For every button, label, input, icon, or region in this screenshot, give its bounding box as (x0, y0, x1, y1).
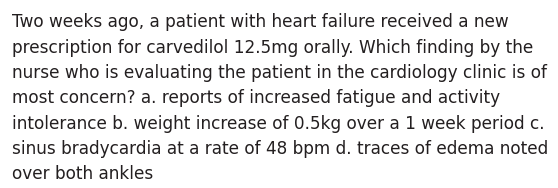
Text: nurse who is evaluating the patient in the cardiology clinic is of: nurse who is evaluating the patient in t… (12, 64, 547, 82)
Text: Two weeks ago, a patient with heart failure received a new: Two weeks ago, a patient with heart fail… (12, 13, 509, 31)
Text: prescription for carvedilol 12.5mg orally. Which finding by the: prescription for carvedilol 12.5mg orall… (12, 39, 533, 57)
Text: intolerance b. weight increase of 0.5kg over a 1 week period c.: intolerance b. weight increase of 0.5kg … (12, 115, 545, 133)
Text: sinus bradycardia at a rate of 48 bpm d. traces of edema noted: sinus bradycardia at a rate of 48 bpm d.… (12, 140, 549, 158)
Text: most concern? a. reports of increased fatigue and activity: most concern? a. reports of increased fa… (12, 89, 501, 107)
Text: over both ankles: over both ankles (12, 165, 153, 183)
